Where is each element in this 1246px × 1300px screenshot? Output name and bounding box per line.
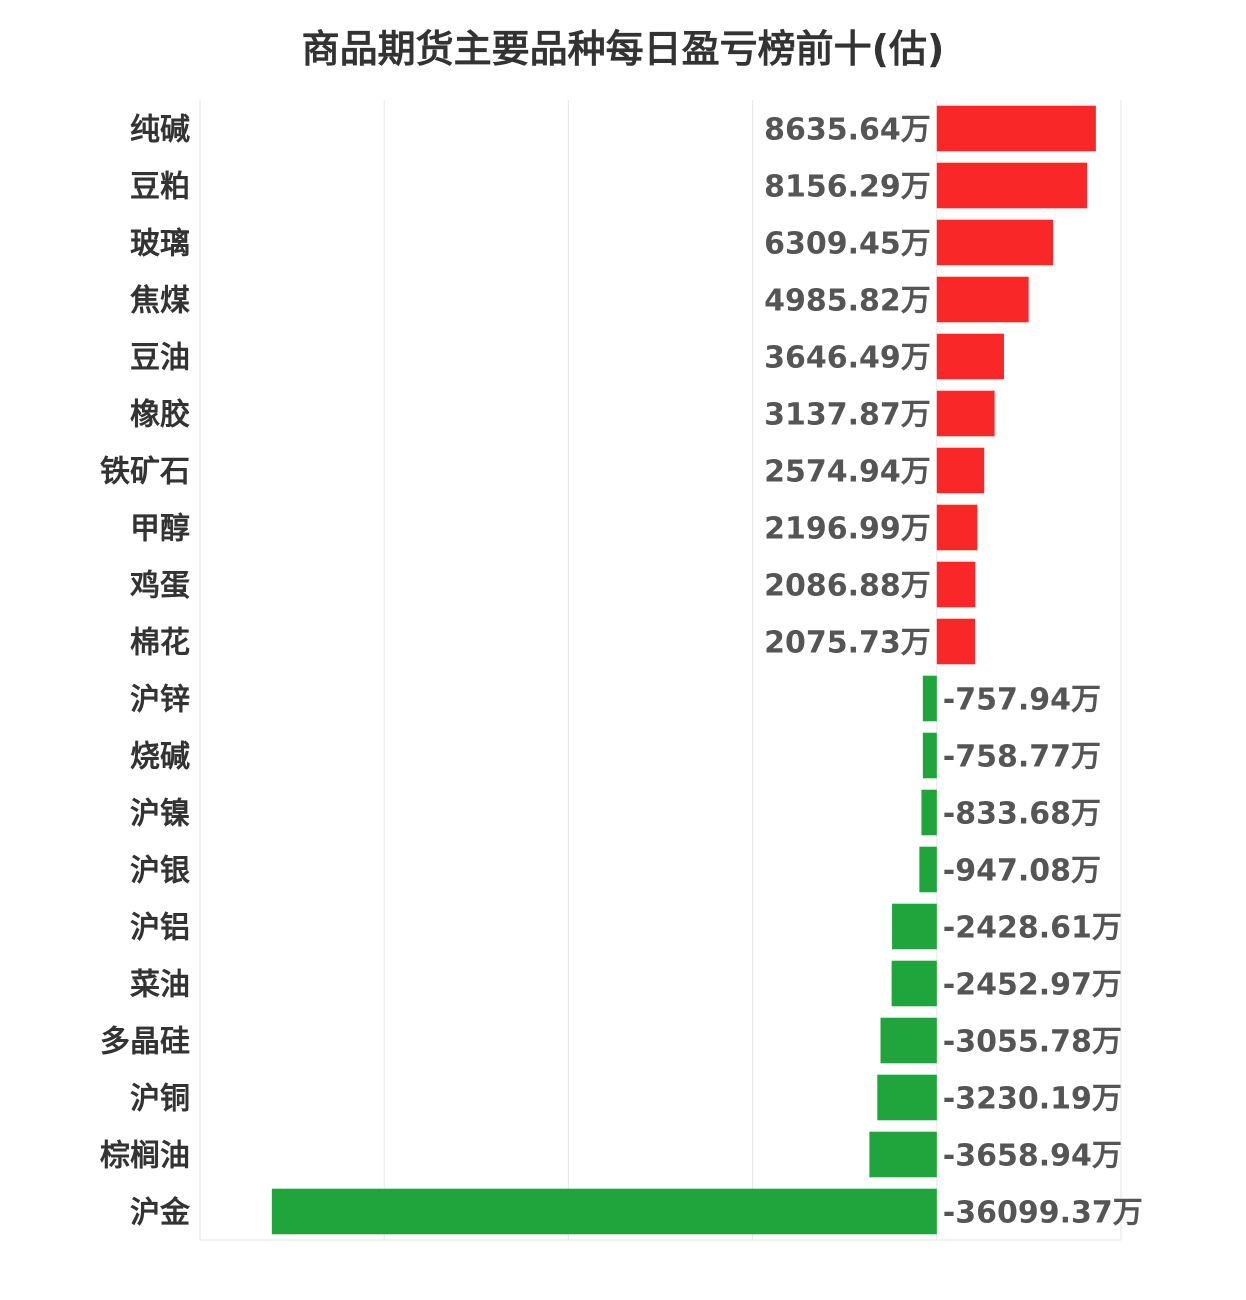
value-label: -3658.94万 [943, 1139, 1122, 1174]
value-label: 4985.82万 [764, 284, 931, 319]
category-label: 菜油 [130, 968, 190, 1003]
value-label: 8156.29万 [764, 170, 931, 205]
value-label: 2075.73万 [764, 626, 931, 661]
value-label: 2086.88万 [764, 569, 931, 604]
bar [922, 732, 937, 779]
value-label: -2428.61万 [943, 911, 1122, 946]
value-label: -3055.78万 [943, 1025, 1122, 1060]
value-label: -947.08万 [943, 854, 1101, 889]
category-label: 沪铜 [130, 1082, 190, 1117]
category-label: 沪银 [130, 854, 190, 889]
bar [936, 390, 995, 437]
category-label: 甲醇 [130, 512, 190, 547]
bar [891, 960, 937, 1007]
bar [936, 447, 985, 494]
category-label: 沪金 [130, 1196, 191, 1231]
bar [936, 276, 1029, 323]
bar [922, 675, 937, 722]
bar [271, 1188, 937, 1235]
category-label: 棉花 [130, 626, 190, 661]
category-label: 沪镍 [130, 797, 190, 832]
bar [877, 1074, 937, 1121]
category-label: 铁矿石 [100, 455, 190, 490]
bar [936, 219, 1054, 266]
value-label: 3137.87万 [764, 398, 931, 433]
bar [936, 162, 1088, 209]
value-label: -833.68万 [943, 797, 1101, 832]
category-label: 橡胶 [130, 398, 190, 433]
grid-lines [199, 100, 1122, 1241]
category-label: 鸡蛋 [130, 569, 190, 604]
category-label: 多晶硅 [100, 1025, 190, 1060]
category-label: 豆油 [130, 341, 190, 376]
category-label: 玻璃 [130, 227, 190, 262]
value-label: -3230.19万 [943, 1082, 1122, 1117]
value-label: -2452.97万 [943, 968, 1122, 1003]
value-label: -758.77万 [943, 740, 1101, 775]
category-label: 沪锌 [130, 683, 190, 718]
bar [892, 903, 937, 950]
bar [936, 105, 1096, 152]
value-label: -36099.37万 [943, 1196, 1143, 1231]
bar [936, 618, 976, 665]
category-label: 烧碱 [130, 740, 190, 775]
value-label: 8635.64万 [764, 113, 931, 148]
bar [880, 1017, 937, 1064]
category-label: 棕榈油 [100, 1139, 190, 1174]
category-label: 焦煤 [130, 284, 190, 319]
value-label: 3646.49万 [764, 341, 931, 376]
bar [936, 333, 1004, 380]
category-label: 纯碱 [130, 113, 190, 148]
value-label: -757.94万 [943, 683, 1101, 718]
category-label: 沪铝 [130, 911, 190, 946]
bars [271, 105, 1096, 1235]
bar [921, 789, 937, 836]
value-label: 6309.45万 [764, 227, 931, 262]
bar [919, 846, 937, 893]
bar [869, 1131, 937, 1178]
value-label: 2196.99万 [764, 512, 931, 547]
bar [936, 561, 976, 608]
bar [936, 504, 978, 551]
value-label: 2574.94万 [764, 455, 931, 490]
chart-title: 商品期货主要品种每日盈亏榜前十(估) [301, 27, 945, 71]
value-labels: 8635.64万 8156.29万 6309.45万 4985.82万 3646.49万… [764, 113, 1143, 1231]
category-labels: 纯碱豆粕玻璃焦煤豆油橡胶铁矿石甲醇鸡蛋棉花沪锌烧碱沪镍沪银沪铝菜油多晶硅沪铜棕榈… [100, 113, 191, 1231]
category-label: 豆粕 [130, 170, 190, 205]
